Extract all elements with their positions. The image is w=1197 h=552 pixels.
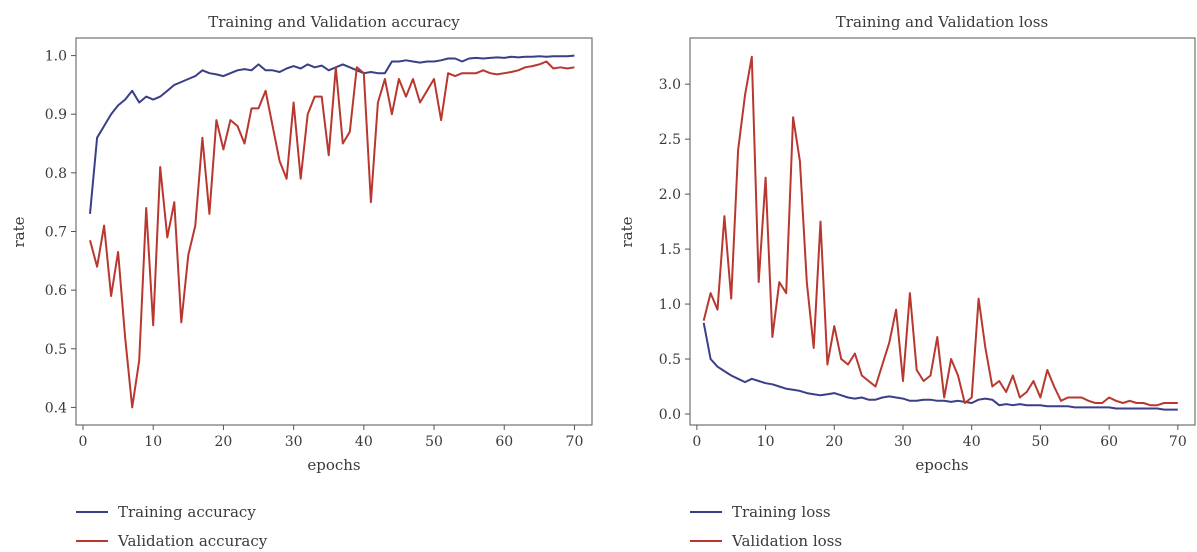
x-axis: 0 10 20 30 40 50 60 70 xyxy=(692,425,1187,450)
chart-title: Training and Validation accuracy xyxy=(208,13,460,31)
series-line-training-loss xyxy=(702,322,1178,411)
y-axis: 0.0 0.5 1.0 1.5 2.0 2.5 3.0 xyxy=(659,77,690,423)
x-tick-label: 40 xyxy=(963,434,981,450)
x-tick-label: 30 xyxy=(285,434,303,450)
series-line-training-accuracy xyxy=(89,54,575,214)
x-tick-label: 40 xyxy=(355,434,373,450)
x-tick-label: 70 xyxy=(1169,434,1187,450)
legend-label-validation-loss: Validation loss xyxy=(731,532,842,550)
x-tick-label: 50 xyxy=(1031,434,1049,450)
x-tick-label: 50 xyxy=(425,434,443,450)
x-tick-label: 20 xyxy=(215,434,233,450)
y-tick-label: 0.8 xyxy=(45,166,67,182)
x-tick-label: 0 xyxy=(692,434,701,450)
y-tick-label: 0.4 xyxy=(45,400,67,416)
legend-label-validation-accuracy: Validation accuracy xyxy=(117,532,268,550)
accuracy-chart: Training and Validation accuracy 0 10 20 30… xyxy=(10,13,593,550)
y-axis-label: rate xyxy=(10,216,28,247)
x-tick-label: 10 xyxy=(757,434,775,450)
y-tick-label: 0.5 xyxy=(45,342,67,358)
series-line-validation-loss xyxy=(702,55,1178,407)
y-tick-label: 0.6 xyxy=(45,283,67,299)
y-tick-label: 0.7 xyxy=(45,225,67,241)
y-tick-label: 2.5 xyxy=(659,132,681,148)
x-tick-label: 10 xyxy=(144,434,162,450)
x-tick-label: 30 xyxy=(894,434,912,450)
x-axis: 0 10 20 30 40 50 60 70 xyxy=(79,425,584,450)
y-axis: 0.4 0.5 0.6 0.7 0.8 0.9 1.0 xyxy=(45,49,76,416)
y-tick-label: 1.0 xyxy=(659,297,681,313)
series-line-validation-accuracy xyxy=(89,60,575,409)
legend-label-training-accuracy: Training accuracy xyxy=(118,503,256,521)
x-tick-label: 70 xyxy=(566,434,584,450)
legend: Training accuracy Validation accuracy xyxy=(76,503,268,550)
x-tick-label: 60 xyxy=(495,434,513,450)
x-axis-label: epochs xyxy=(307,456,360,474)
x-tick-label: 20 xyxy=(825,434,843,450)
plot-frame xyxy=(689,37,1196,426)
y-tick-label: 3.0 xyxy=(659,77,681,93)
y-tick-label: 2.0 xyxy=(659,187,681,203)
x-tick-label: 60 xyxy=(1100,434,1118,450)
y-tick-label: 1.0 xyxy=(45,49,67,65)
legend-label-training-loss: Training loss xyxy=(732,503,831,521)
y-tick-label: 0.9 xyxy=(45,107,67,123)
y-tick-label: 1.5 xyxy=(659,242,681,258)
y-tick-label: 0.5 xyxy=(659,352,681,368)
legend: Training loss Validation loss xyxy=(690,503,842,550)
loss-chart: Training and Validation loss 0 10 20 30 40 50… xyxy=(618,13,1196,550)
y-axis-label: rate xyxy=(618,216,636,247)
chart-title: Training and Validation loss xyxy=(836,13,1048,31)
y-tick-label: 0.0 xyxy=(659,407,681,423)
series-layer xyxy=(89,54,575,409)
x-axis-label: epochs xyxy=(915,456,968,474)
x-tick-label: 0 xyxy=(79,434,88,450)
series-layer xyxy=(702,55,1178,411)
